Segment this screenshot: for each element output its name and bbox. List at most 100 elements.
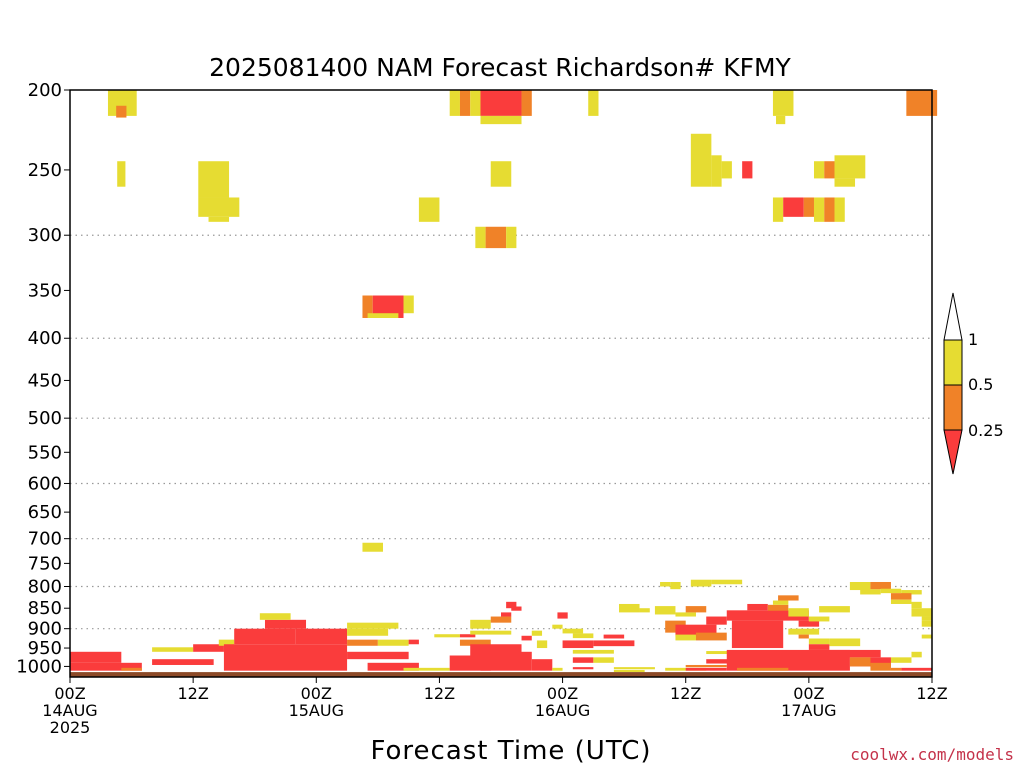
ri-cell-80 — [536, 640, 548, 649]
ri-cell-29 — [834, 197, 845, 222]
colorbar-bin-0-5-1 — [943, 339, 963, 386]
ri-cell-113 — [798, 634, 809, 639]
x-axis-label: Forecast Time (UTC) — [370, 736, 651, 766]
ri-cell-90 — [619, 603, 640, 613]
ri-cell-62 — [459, 639, 491, 646]
ri-cell-77 — [557, 612, 568, 619]
ri-cell-107 — [767, 604, 789, 611]
ri-cell-57 — [347, 651, 409, 660]
ri-cell-33 — [834, 178, 856, 187]
ri-cell-5 — [208, 216, 230, 222]
ri-cell-118 — [685, 664, 727, 668]
ri-cell-30 — [813, 161, 825, 179]
ri-cell-136 — [901, 590, 922, 595]
ri-cell-46 — [218, 639, 235, 646]
ri-cell-121 — [726, 649, 850, 671]
x-tick-label-48-0: 00Z — [547, 684, 578, 703]
colorbar-legend: 1 0.5 0.25 — [943, 292, 1004, 475]
ri-cell-114 — [808, 616, 830, 622]
ri-cell-101 — [706, 616, 727, 625]
ri-cell-89 — [613, 669, 645, 673]
ri-cell-25 — [783, 197, 804, 217]
ri-cell-32 — [834, 155, 866, 179]
x-tick-label-72-0: 00Z — [793, 684, 824, 703]
ground-fill — [70, 672, 932, 677]
ri-cell-40 — [70, 651, 122, 663]
y-tick-label-900: 900 — [28, 619, 62, 640]
ri-cell-2 — [117, 161, 126, 187]
ri-cell-49 — [264, 619, 307, 629]
y-tick-label-1000: 1000 — [16, 656, 62, 677]
y-tick-label-800: 800 — [28, 576, 62, 597]
x-tick-label-84-0: 12Z — [916, 684, 947, 703]
x-tick-label-0-2: 2025 — [50, 718, 91, 737]
x-tick-label-72-1: 17AUG — [781, 701, 836, 720]
y-tick-label-600: 600 — [28, 473, 62, 494]
ri-cell-65 — [480, 651, 532, 671]
ri-cell-44 — [152, 659, 214, 665]
ri-cell-12 — [480, 115, 522, 125]
ri-cell-17 — [588, 90, 599, 116]
ri-cell-124 — [829, 638, 861, 647]
ri-cell-35 — [362, 295, 373, 318]
colorbar-bin-below-0-25 — [943, 429, 963, 475]
ri-cell-81 — [562, 640, 594, 649]
ri-cell-96 — [654, 606, 676, 615]
x-tick-label-0-1: 14AUG — [42, 701, 97, 720]
ri-cell-140 — [911, 608, 932, 617]
ri-cell-137 — [890, 593, 912, 600]
ri-cell-91 — [639, 608, 650, 613]
ri-cell-53 — [347, 622, 399, 629]
y-tick-label-300: 300 — [28, 225, 62, 246]
ri-cell-115 — [819, 606, 850, 613]
y-tick-label-500: 500 — [28, 408, 62, 429]
x-tick-label-24-1: 15AUG — [289, 701, 344, 720]
ri-cell-69 — [490, 616, 512, 623]
ri-cell-94 — [690, 579, 712, 587]
ri-cell-78 — [562, 628, 584, 634]
y-tick-label-250: 250 — [28, 160, 62, 181]
ri-cell-38 — [367, 313, 399, 318]
ri-cell-102 — [675, 634, 696, 641]
ri-cell-95 — [711, 579, 743, 585]
ri-cell-58 — [367, 662, 419, 671]
ri-cell-22 — [772, 90, 794, 116]
colorbar-bin-above-1 — [943, 292, 963, 341]
credit-text: coolwx.com/models — [850, 745, 1014, 764]
y-tick-label-950: 950 — [28, 638, 62, 659]
ri-cell-134 — [870, 581, 891, 590]
ri-cell-68 — [470, 619, 491, 629]
ground-layer — [70, 672, 932, 677]
ri-cell-139 — [911, 601, 922, 609]
y-tick-label-700: 700 — [28, 529, 62, 550]
ri-cell-93 — [670, 581, 681, 590]
ri-cell-71 — [506, 601, 517, 609]
ri-cell-100 — [675, 624, 717, 637]
ri-cell-15 — [485, 226, 507, 249]
ri-cell-84 — [593, 657, 614, 663]
ri-cell-10 — [480, 90, 522, 116]
ri-cell-103 — [695, 632, 727, 641]
ri-cell-110 — [788, 608, 809, 617]
ri-cell-19 — [711, 155, 722, 187]
ri-cell-75 — [531, 630, 543, 636]
ri-cell-145 — [890, 657, 912, 663]
ri-cell-55 — [377, 639, 409, 646]
ri-cell-54 — [347, 639, 378, 646]
ri-cell-67 — [552, 667, 563, 671]
ri-cell-135 — [880, 588, 902, 594]
y-tick-label-350: 350 — [28, 280, 62, 301]
ri-cell-39 — [362, 542, 383, 552]
ri-cell-3 — [198, 161, 230, 198]
ri-cell-133 — [860, 589, 881, 595]
ri-cell-82 — [572, 649, 614, 654]
ri-cell-20 — [721, 161, 732, 179]
ri-cell-41 — [70, 662, 142, 671]
ri-cell-143 — [921, 634, 932, 639]
ri-cell-42 — [121, 667, 142, 671]
chart-title: 2025081400 NAM Forecast Richardson# KFMY — [209, 53, 791, 82]
x-tick-label-0-0: 00Z — [54, 684, 85, 703]
ri-cell-36 — [372, 295, 404, 318]
